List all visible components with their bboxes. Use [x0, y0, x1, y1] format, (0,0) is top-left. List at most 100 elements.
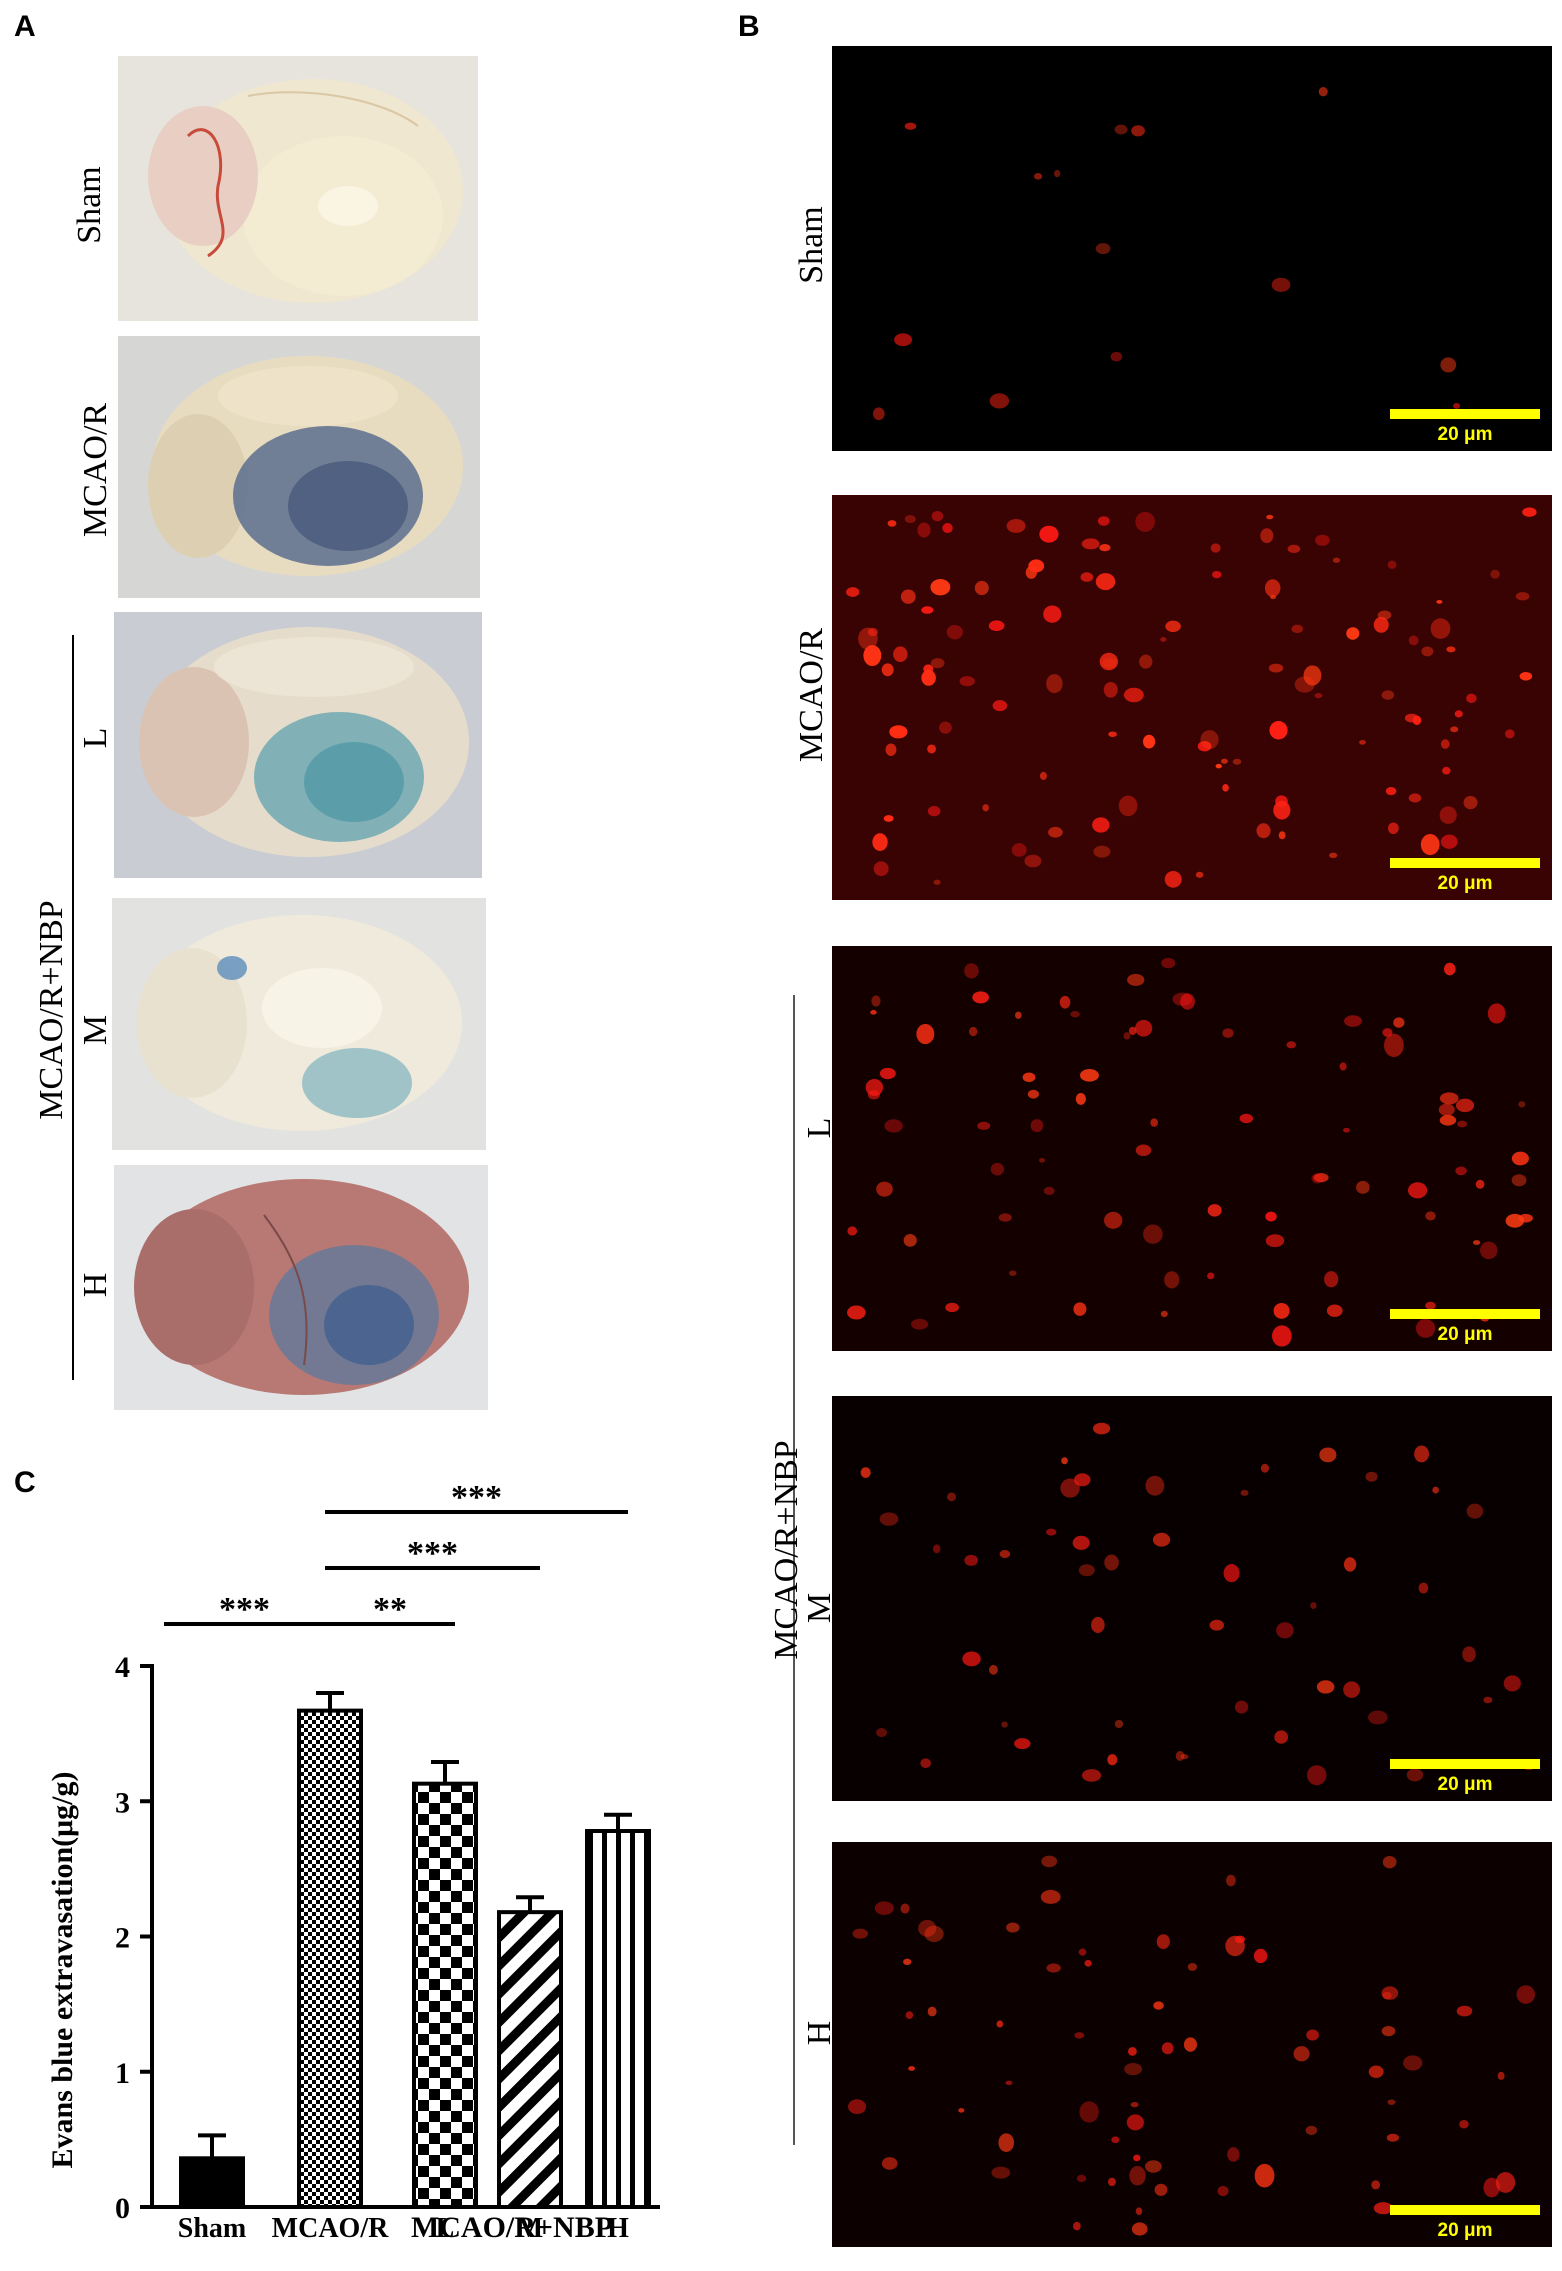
fluorescent-cell [1286, 1041, 1297, 1049]
panel-a-row-label-m: M [77, 1014, 114, 1046]
fluorescent-cell [1511, 1151, 1529, 1166]
fluorescent-cell [1515, 592, 1530, 601]
brain-photo-mcaor [118, 336, 480, 598]
brain-photo-l [114, 612, 482, 878]
fluorescent-cell [1343, 1681, 1360, 1698]
fluorescent-cell [1386, 2133, 1400, 2142]
fluorescence-image-m: 20 μm [832, 1396, 1552, 1801]
fluorescent-cell [1033, 172, 1043, 180]
fluorescent-cell [1260, 1463, 1270, 1473]
fluorescent-cell [988, 620, 1005, 632]
significance-brackets: *** ******** [164, 1479, 628, 1628]
fluorescent-cell [1135, 1019, 1153, 1037]
fluorescent-cell [992, 700, 1008, 712]
fluorescent-cell [1455, 1098, 1475, 1113]
scale-bar-label: 20 μm [1437, 2220, 1493, 2241]
fluorescent-cell [1310, 1602, 1317, 1609]
fluorescent-cell [1430, 618, 1451, 639]
fluorescent-cell [1114, 1719, 1124, 1729]
fluorescent-cell [1207, 1272, 1215, 1280]
fluorescent-cell [1143, 1224, 1163, 1244]
fluorescent-cell [1272, 1325, 1292, 1347]
fluorescent-cell [1142, 734, 1156, 749]
fluorescent-cell [1234, 1700, 1249, 1714]
scale-bar-label: 20 μm [1437, 1324, 1493, 1345]
fluorescent-cell [920, 1758, 931, 1769]
fluorescent-cell [872, 407, 885, 421]
fluorescent-cell [1260, 528, 1274, 544]
x-tick-label: MCAO/R [272, 2213, 389, 2244]
fluorescent-cell [1274, 1730, 1289, 1744]
bar-m [497, 1910, 563, 2209]
fluorescent-cell [847, 1305, 866, 1320]
significance-label: *** [451, 1479, 502, 1516]
fluorescent-cell [1006, 518, 1026, 533]
fluorescent-cell [1387, 822, 1399, 835]
fluorescent-cell [1145, 1475, 1165, 1496]
fluorescent-cell [904, 122, 917, 130]
fluorescent-cell [1343, 1127, 1350, 1133]
fluorescent-cell [1305, 2125, 1318, 2135]
fluorescent-cell [1074, 1473, 1091, 1487]
fluorescent-cell [1503, 1675, 1521, 1692]
fluorescent-cell [1385, 787, 1397, 796]
fluorescent-cell [1457, 1120, 1468, 1128]
fluorescence-image-h: 20 μm [832, 1842, 1552, 2247]
fluorescent-cell [1222, 1028, 1234, 1038]
fluorescent-cell [847, 1226, 858, 1236]
fluorescent-cell [1207, 1204, 1222, 1217]
fluorescent-cell [1266, 514, 1274, 520]
fluorescent-cell [998, 2133, 1015, 2152]
fluorescent-cell [945, 1302, 959, 1313]
fluorescent-cell [1456, 2005, 1473, 2017]
fluorescent-cell [1043, 605, 1062, 623]
fluorescent-cell [1446, 646, 1456, 653]
fluorescent-cell [1126, 2114, 1144, 2131]
fluorescent-cell [1053, 169, 1061, 178]
fluorescent-cell [947, 1492, 957, 1502]
fluorescent-cell [1425, 1301, 1436, 1310]
fluorescent-cell [1475, 1179, 1485, 1189]
fluorescent-cell [1095, 243, 1111, 255]
fluorescent-cell [1313, 1172, 1329, 1183]
bar-sham [179, 2156, 245, 2209]
fluorescent-cell [1420, 833, 1440, 856]
fluorescent-cell [1092, 1422, 1111, 1435]
fluorescent-cell [903, 1233, 917, 1247]
fluorescent-cell [1123, 687, 1144, 703]
fluorescent-cell [874, 1901, 894, 1915]
fluorescent-cell [1180, 993, 1195, 1010]
fluorescent-cell [921, 670, 936, 686]
fluorescent-cell [1440, 739, 1450, 749]
fluorescent-cell [1108, 2177, 1116, 2187]
fluorescent-cell [1381, 1986, 1399, 2000]
fluorescent-cell [1161, 957, 1176, 969]
fluorescent-cell [852, 1928, 869, 1939]
x-tick-label: Sham [178, 2213, 246, 2244]
fluorescent-cell [939, 721, 952, 734]
fluorescent-cell [860, 1467, 871, 1478]
fluorescent-cell [1326, 1304, 1343, 1317]
fluorescent-cell [1160, 637, 1167, 642]
fluorescent-cell [1415, 1318, 1436, 1338]
fluorescent-cell [988, 1664, 998, 1675]
fluorescent-cell [999, 1550, 1011, 1559]
fluorescent-cell [848, 2099, 867, 2115]
fluorescent-cell [990, 1162, 1005, 1176]
fluorescent-cell [872, 833, 888, 851]
fluorescent-cell [1111, 2136, 1120, 2144]
fluorescent-cell [1197, 741, 1212, 752]
fluorescent-cell [1455, 1166, 1467, 1176]
fluorescent-cell [1027, 1089, 1039, 1099]
brain-photo-sham [118, 56, 478, 321]
fluorescent-cell [959, 676, 975, 687]
fluorescent-cell [989, 393, 1010, 409]
fluorescent-cell [1490, 569, 1500, 579]
fluorescent-cell [1108, 731, 1117, 737]
fluorescent-cell [1073, 2221, 1081, 2231]
fluorescent-cell [1314, 692, 1323, 699]
fluorescent-cell [1075, 1092, 1086, 1105]
fluorescent-cell [1070, 1011, 1080, 1018]
fluorescent-cell [1187, 1962, 1198, 1971]
fluorescent-cell [991, 2166, 1011, 2179]
